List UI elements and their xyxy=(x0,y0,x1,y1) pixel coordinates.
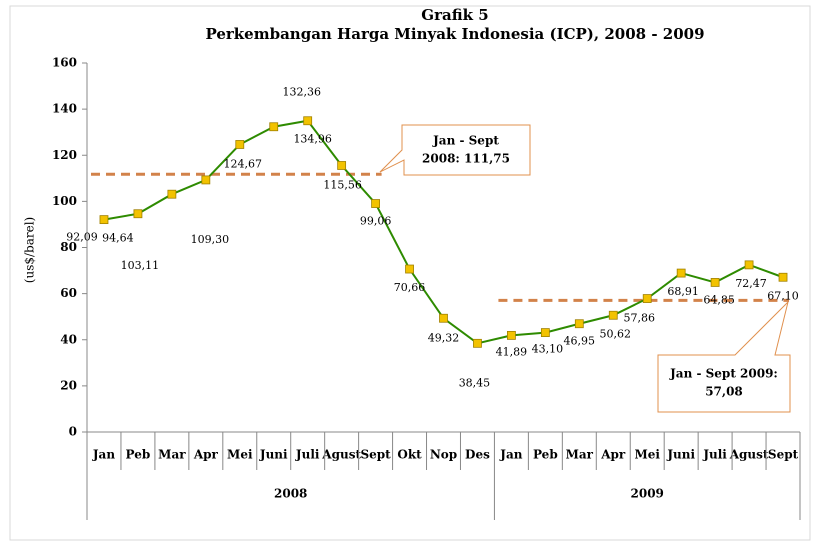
x-tick-label: Juni xyxy=(259,448,288,462)
data-point xyxy=(371,199,380,208)
data-point xyxy=(642,294,652,303)
data-label: 99,06 xyxy=(360,215,392,228)
data-label: 38,45 xyxy=(459,376,491,389)
x-tick-label: Juni xyxy=(666,448,695,462)
y-tick-label: 20 xyxy=(60,378,77,392)
data-point xyxy=(201,175,211,185)
data-point xyxy=(744,260,754,270)
data-point xyxy=(303,116,313,126)
x-tick-label: Mei xyxy=(634,448,660,462)
group-label: 2008 xyxy=(274,487,307,501)
x-tick-label: Agust xyxy=(729,448,769,462)
data-label: 94,64 xyxy=(102,232,134,245)
x-tick-label: Jan xyxy=(499,448,522,462)
x-tick-label: Juli xyxy=(702,448,727,462)
x-tick-label: Nop xyxy=(430,448,457,462)
x-tick-label: Juli xyxy=(295,448,320,462)
chart-subtitle: Perkembangan Harga Minyak Indonesia (ICP… xyxy=(205,25,704,43)
x-tick-label: Apr xyxy=(600,448,626,462)
x-tick-label: Sept xyxy=(360,448,391,462)
y-tick-label: 120 xyxy=(52,148,77,162)
data-point xyxy=(540,328,550,338)
data-label: 124,67 xyxy=(224,157,263,170)
data-point xyxy=(473,338,482,348)
data-label: 134,96 xyxy=(293,133,332,146)
y-tick-label: 0 xyxy=(69,425,77,439)
data-label: 72,47 xyxy=(735,277,767,290)
callout-box xyxy=(379,124,531,176)
data-label: 49,32 xyxy=(428,331,460,344)
x-tick-label: Des xyxy=(465,448,490,462)
x-tick-label: Agust xyxy=(321,448,361,462)
data-label: 109,30 xyxy=(191,233,230,246)
data-label: 57,86 xyxy=(623,312,655,325)
x-tick-label: Mar xyxy=(566,448,594,462)
data-label: 103,11 xyxy=(121,259,160,272)
callout-text: 2008: 111,75 xyxy=(422,152,510,166)
y-tick-label: 160 xyxy=(52,56,77,70)
x-tick-label: Peb xyxy=(533,448,558,462)
callout-box xyxy=(657,300,791,413)
x-tick-label: Mei xyxy=(227,448,253,462)
data-label: 70,66 xyxy=(394,281,426,294)
x-tick-label: Jan xyxy=(92,448,115,462)
y-tick-label: 100 xyxy=(52,194,77,208)
data-point xyxy=(133,209,143,219)
data-label: 67,10 xyxy=(767,289,799,302)
data-label: 46,95 xyxy=(564,335,596,348)
y-axis-label: (us$/barel) xyxy=(23,217,37,283)
data-point xyxy=(405,264,414,274)
data-point xyxy=(337,161,347,170)
data-point xyxy=(507,330,516,340)
y-tick-label: 60 xyxy=(60,286,77,300)
data-label: 68,91 xyxy=(667,285,699,298)
data-point xyxy=(167,189,177,199)
data-point xyxy=(608,310,618,320)
callout-text: 57,08 xyxy=(705,385,743,399)
data-label: 41,89 xyxy=(496,345,528,358)
x-tick-label: Okt xyxy=(397,448,422,462)
y-tick-label: 80 xyxy=(60,240,77,254)
x-tick-label: Apr xyxy=(193,448,219,462)
data-label: 132,36 xyxy=(282,86,321,99)
chart-title: Grafik 5 xyxy=(421,6,488,24)
data-point xyxy=(710,278,720,287)
x-tick-label: Mar xyxy=(158,448,186,462)
data-label: 64,85 xyxy=(703,293,735,306)
x-tick-label: Peb xyxy=(126,448,151,462)
group-label: 2009 xyxy=(631,487,664,501)
x-tick-label: Sept xyxy=(768,448,799,462)
callout-text: Jan - Sept xyxy=(432,134,499,148)
y-tick-label: 140 xyxy=(52,102,77,116)
data-point xyxy=(778,272,788,282)
chart-frame xyxy=(9,5,811,541)
data-point xyxy=(574,319,584,329)
data-point xyxy=(235,140,245,149)
y-tick-label: 40 xyxy=(60,332,77,346)
data-label: 50,62 xyxy=(600,327,632,340)
data-point xyxy=(676,268,686,278)
data-point xyxy=(269,122,279,132)
data-label: 43,10 xyxy=(532,343,564,356)
data-label: 92,09 xyxy=(66,231,98,244)
callout-text: Jan - Sept 2009: xyxy=(669,367,778,381)
data-point xyxy=(99,215,109,225)
data-point xyxy=(439,313,448,323)
data-label: 115,56 xyxy=(323,178,362,191)
